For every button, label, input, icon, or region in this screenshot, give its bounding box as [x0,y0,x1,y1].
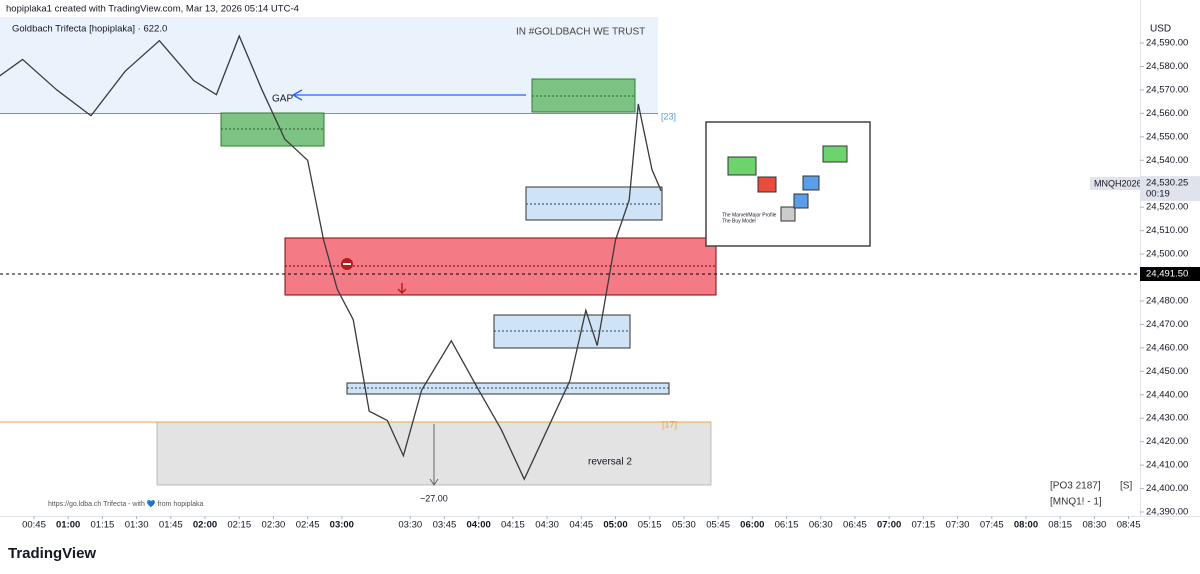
credit: hopiplaka1 created with TradingView.com,… [6,4,299,15]
inset-box [757,176,777,193]
last-price-badge [1140,176,1200,202]
y-tick-label: 24,440.00 [1146,389,1188,400]
y-tick-label: 24,520.00 [1146,202,1188,213]
logo: TradingView [8,545,96,562]
y-tick-label: 24,590.00 [1146,38,1188,49]
symbol-badge [1090,177,1140,190]
x-tick-label: 07:45 [980,520,1004,531]
measure-label: −27.00 [420,493,448,503]
green-zone [220,112,325,147]
inset-box [822,145,848,163]
y-tick-label: 24,420.00 [1146,436,1188,447]
y-tick-label: 24,450.00 [1146,366,1188,377]
x-tick-label: 01:00 [56,520,80,531]
y-tick-label: 24,390.00 [1146,507,1188,518]
marker-price: 24,491.50 [1146,269,1188,280]
x-tick-label: 04:00 [467,520,491,531]
inset-box [802,175,820,191]
y-tick-label: 24,460.00 [1146,342,1188,353]
x-tick-label: 08:00 [1014,520,1038,531]
watermark: IN #GOLDBACH WE TRUST [516,27,645,38]
x-tick-label: 06:00 [740,520,764,531]
y-tick-label: 24,430.00 [1146,413,1188,424]
y-tick-label: 24,510.00 [1146,225,1188,236]
y-tick-label: 24,550.00 [1146,131,1188,142]
no-entry-bar [343,263,351,265]
low-count: [17] [662,419,677,429]
x-tick-label: 02:30 [262,520,286,531]
y-tick-label: 24,560.00 [1146,108,1188,119]
y-tick-label: 24,570.00 [1146,84,1188,95]
inset-subtitle: The Buy Model [722,218,756,224]
x-tick-label: 05:15 [638,520,662,531]
x-tick-label: 04:15 [501,520,525,531]
x-tick-label: 02:00 [193,520,217,531]
down-arrow [397,283,407,295]
inset-box [727,156,757,176]
x-tick-label: 07:30 [946,520,970,531]
price-line [0,34,662,481]
x-tick-label: 05:00 [603,520,627,531]
x-tick-label: 07:00 [877,520,901,531]
y-tick-label: 24,480.00 [1146,295,1188,306]
x-tick-label: 02:45 [296,520,320,531]
inset-box [793,193,809,209]
x-tick-label: 08:15 [1048,520,1072,531]
y-tick-label: 24,540.00 [1146,155,1188,166]
x-tick-label: 02:15 [227,520,251,531]
reversal-label: reversal 2 [588,457,632,468]
x-tick-label: 08:45 [1117,520,1141,531]
y-tick-label: 24,410.00 [1146,460,1188,471]
x-tick-label: 03:30 [398,520,422,531]
x-tick-label: 01:15 [91,520,115,531]
countdown: 00:19 [1146,189,1170,200]
red-zone [284,237,717,296]
y-tick-label: 24,580.00 [1146,61,1188,72]
x-tick-label: 04:45 [569,520,593,531]
gap-label: GAP [272,94,293,105]
x-tick-label: 00:45 [22,520,46,531]
mnq-label: [MNQ1! - 1] [1050,497,1102,508]
x-tick-label: 01:30 [125,520,149,531]
x-tick-label: 01:45 [159,520,183,531]
x-tick-label: 04:30 [535,520,559,531]
x-tick-label: 06:15 [775,520,799,531]
indicator-title: Goldbach Trifecta [hopiplaka] · 622.0 [12,24,167,35]
last-price: 24,530.25 [1146,178,1188,189]
measure-head [429,478,439,486]
inset-box [780,206,796,222]
x-tick-label: 07:15 [911,520,935,531]
x-tick-label: 03:45 [433,520,457,531]
inset-title: The Marvel/Major Profile [722,212,777,218]
symbol: MNQH2026 [1094,178,1142,188]
x-tick-label: 03:00 [330,520,354,531]
gap-arrow-head [291,89,303,101]
x-tick-label: 05:30 [672,520,696,531]
po3-label: [PO3 2187] [1050,481,1101,492]
link-label: https://go.ldba.ch Trifecta - with 💙 fro… [48,499,204,508]
currency: USD [1150,24,1171,35]
x-tick-label: 06:30 [809,520,833,531]
y-tick-label: 24,500.00 [1146,249,1188,260]
x-tick-label: 08:30 [1083,520,1107,531]
x-tick-label: 05:45 [706,520,730,531]
marker-badge [1140,267,1200,282]
gap-count: [23] [661,111,676,121]
x-tick-label: 06:45 [843,520,867,531]
y-tick-label: 24,400.00 [1146,483,1188,494]
y-tick-label: 24,470.00 [1146,319,1188,330]
s-label: [S] [1120,481,1132,492]
green-zone [531,78,636,113]
inset-image [705,121,871,247]
